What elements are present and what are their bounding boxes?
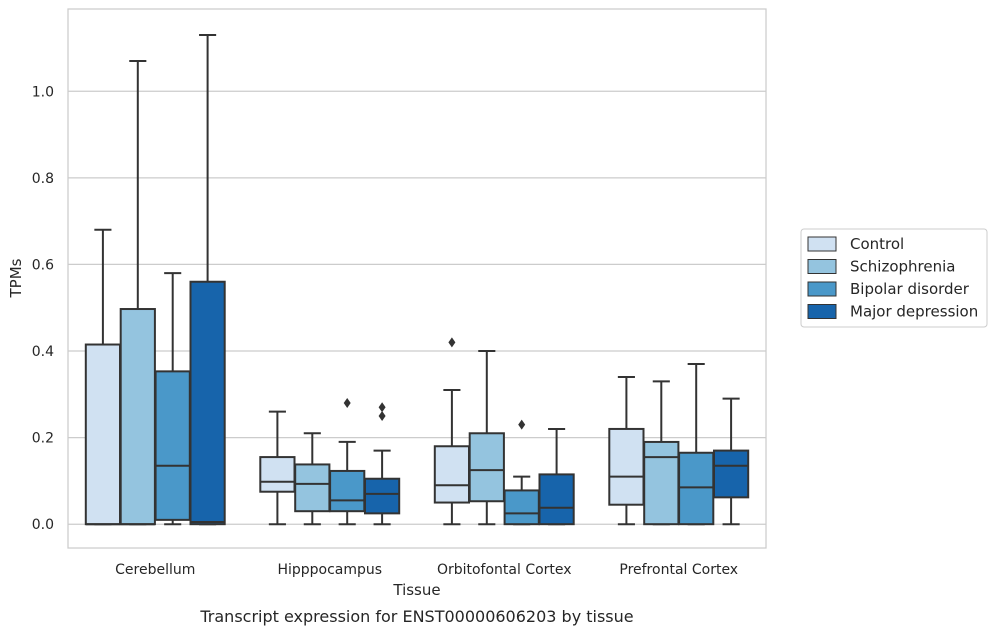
- legend-label: Schizophrenia: [850, 258, 955, 276]
- y-tick-label: 0.0: [32, 517, 54, 533]
- box-iqr: [259, 456, 296, 493]
- box-iqr: [363, 477, 401, 515]
- legend-label: Major depression: [850, 303, 978, 321]
- box-iqr: [84, 343, 122, 526]
- chart-caption: Transcript expression for ENST0000060620…: [199, 607, 633, 626]
- box-control: [433, 337, 471, 526]
- box-major-depression: [363, 402, 401, 526]
- y-tick-label: 0.6: [32, 257, 54, 273]
- plot-frame: [67, 8, 767, 549]
- box-iqr: [189, 280, 226, 526]
- box-control: [608, 375, 645, 526]
- box-iqr: [643, 440, 680, 526]
- box-iqr: [608, 427, 645, 506]
- box-schizophrenia: [294, 432, 331, 526]
- x-axis-label: Tissue: [392, 581, 440, 599]
- x-tick-label: Orbitofontal Cortex: [437, 562, 572, 578]
- y-tick-label: 0.2: [32, 431, 54, 447]
- outlier-point: [518, 419, 526, 430]
- box-major-depression: [712, 397, 750, 526]
- outlier-point: [378, 410, 386, 421]
- box-control: [259, 410, 296, 526]
- box-major-depression: [189, 33, 226, 526]
- box-iqr: [329, 469, 366, 513]
- legend-label: Bipolar disorder: [850, 280, 970, 298]
- box-control: [84, 228, 122, 526]
- x-tick-label: Prefrontal Cortex: [619, 562, 738, 578]
- legend-label: Control: [850, 235, 904, 253]
- x-tick-label: Hipppocampus: [277, 562, 382, 578]
- box-iqr: [503, 489, 540, 526]
- legend-frame: [800, 228, 988, 328]
- box-schizophrenia: [119, 59, 156, 526]
- box-iqr: [678, 451, 715, 526]
- y-tick-labels: 0.0 0.2 0.4 0.6 0.8 1.0: [32, 84, 54, 533]
- outlier-point: [378, 402, 386, 413]
- box-bipolar-disorder: [503, 419, 540, 526]
- box-schizophrenia: [468, 350, 505, 526]
- box-iqr: [538, 473, 575, 526]
- outlier-point: [343, 397, 351, 408]
- box-major-depression: [538, 427, 575, 526]
- box-bipolar-disorder: [329, 397, 366, 526]
- legend-swatch: [807, 236, 837, 252]
- outlier-point: [448, 337, 456, 348]
- box-iqr: [119, 308, 156, 526]
- legend: Control Schizophrenia Bipolar disorder Majo…: [800, 228, 988, 328]
- box-iqr: [154, 370, 191, 521]
- x-tick-labels: Cerebellum Hipppocampus Orbitofontal Corte…: [115, 562, 738, 578]
- box-schizophrenia: [643, 380, 680, 526]
- box-series: [84, 33, 750, 526]
- y-tick-label: 0.8: [32, 171, 54, 187]
- y-tick-label: 1.0: [32, 84, 54, 100]
- x-tick-label: Cerebellum: [115, 562, 195, 578]
- box-iqr: [294, 463, 331, 513]
- box-iqr: [468, 432, 505, 503]
- y-tick-label: 0.4: [32, 344, 54, 360]
- box-iqr: [433, 445, 471, 504]
- box-iqr: [712, 449, 750, 499]
- y-axis-label: TPMs: [7, 258, 25, 298]
- legend-swatch: [807, 281, 837, 297]
- legend-swatch: [807, 304, 837, 319]
- legend-swatch: [807, 259, 837, 274]
